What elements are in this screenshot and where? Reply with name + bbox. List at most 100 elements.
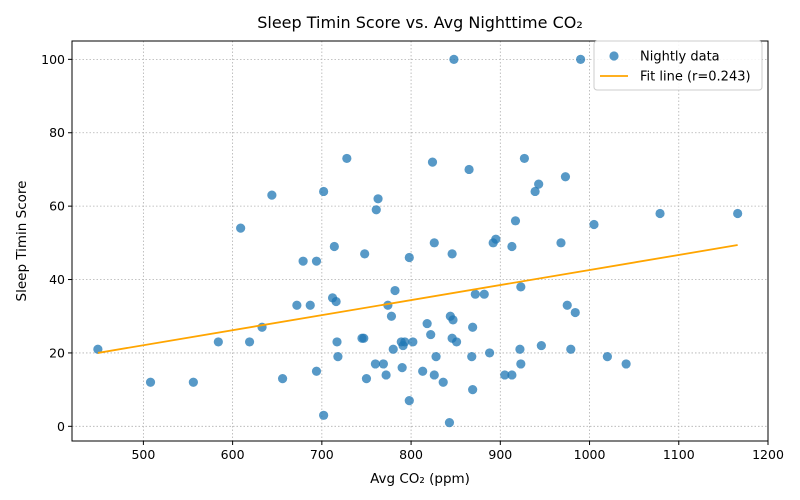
data-point bbox=[378, 359, 389, 369]
data-point bbox=[329, 241, 339, 252]
data-point bbox=[470, 289, 480, 299]
data-point bbox=[277, 374, 288, 384]
legend-marker-scatter bbox=[609, 51, 619, 61]
data-point bbox=[359, 333, 369, 343]
data-point bbox=[467, 351, 477, 362]
data-point bbox=[244, 337, 255, 347]
data-point bbox=[418, 366, 428, 376]
data-point bbox=[404, 396, 414, 406]
y-tick-label: 0 bbox=[57, 419, 65, 434]
data-point bbox=[448, 315, 458, 325]
data-point bbox=[447, 249, 457, 259]
data-point bbox=[479, 289, 489, 299]
y-tick-label: 60 bbox=[49, 199, 65, 214]
data-point bbox=[319, 186, 329, 197]
x-axis-label: Avg CO₂ (ppm) bbox=[370, 471, 470, 487]
data-point bbox=[621, 359, 631, 369]
data-point bbox=[188, 377, 198, 387]
chart-title: Sleep Timin Score vs. Avg Nighttime CO₂ bbox=[257, 13, 583, 32]
data-point bbox=[213, 337, 223, 347]
data-point bbox=[431, 351, 441, 362]
data-point bbox=[510, 216, 521, 226]
data-point bbox=[516, 282, 526, 292]
y-axis-ticks: 0 20 40 60 80 100 bbox=[41, 52, 72, 434]
x-tick-label: 500 bbox=[131, 447, 155, 462]
data-point bbox=[468, 322, 478, 332]
data-point bbox=[427, 157, 438, 167]
x-tick-label: 1000 bbox=[574, 447, 606, 462]
x-axis-ticks: 500 600 700 800 900 1000 1100 1200 bbox=[131, 441, 784, 462]
y-tick-label: 20 bbox=[49, 345, 65, 360]
fit-line bbox=[97, 244, 738, 354]
data-point bbox=[589, 219, 599, 230]
data-point bbox=[370, 359, 380, 369]
y-tick-label: 40 bbox=[49, 272, 65, 287]
legend-box bbox=[593, 40, 763, 91]
data-point bbox=[556, 238, 566, 248]
data-point bbox=[93, 344, 103, 354]
data-point bbox=[426, 329, 436, 340]
data-point bbox=[381, 370, 391, 380]
data-point bbox=[400, 337, 410, 347]
data-point bbox=[515, 344, 525, 354]
x-tick-label: 1200 bbox=[752, 447, 784, 462]
data-point bbox=[331, 296, 341, 307]
data-point bbox=[361, 374, 372, 384]
data-point bbox=[534, 179, 544, 189]
x-tick-label: 800 bbox=[399, 447, 423, 462]
data-point bbox=[373, 194, 383, 204]
y-axis-label: Sleep Timin Score bbox=[14, 181, 30, 302]
plot-frame bbox=[71, 40, 769, 442]
data-point bbox=[390, 285, 400, 296]
data-point bbox=[655, 208, 665, 219]
data-point bbox=[566, 344, 576, 354]
data-point bbox=[305, 300, 315, 310]
data-point bbox=[404, 252, 414, 263]
data-point bbox=[536, 340, 546, 351]
data-point bbox=[530, 186, 540, 197]
legend: Nightly data Fit line (r=0.243) bbox=[593, 40, 763, 91]
y-tick-label: 80 bbox=[49, 125, 65, 140]
data-point bbox=[319, 410, 329, 420]
x-tick-label: 700 bbox=[310, 447, 334, 462]
data-point bbox=[429, 370, 439, 380]
x-tick-label: 900 bbox=[488, 447, 512, 462]
data-point bbox=[333, 351, 343, 362]
data-point bbox=[562, 300, 572, 310]
data-point bbox=[733, 208, 743, 219]
data-point bbox=[408, 337, 418, 347]
data-point bbox=[429, 238, 439, 248]
data-point bbox=[485, 348, 495, 358]
data-point bbox=[570, 307, 580, 318]
data-point bbox=[507, 241, 517, 252]
data-point bbox=[507, 370, 517, 380]
data-point bbox=[438, 377, 448, 387]
data-point bbox=[560, 172, 571, 182]
data-point bbox=[311, 256, 322, 266]
data-point bbox=[145, 377, 156, 387]
data-point bbox=[360, 249, 370, 259]
data-point bbox=[451, 337, 462, 347]
data-point bbox=[388, 344, 398, 354]
data-point bbox=[444, 418, 455, 428]
data-point bbox=[602, 351, 612, 362]
data-point bbox=[342, 153, 352, 164]
x-tick-label: 1100 bbox=[663, 447, 695, 462]
data-point bbox=[371, 205, 381, 215]
data-point bbox=[516, 359, 526, 369]
data-point bbox=[397, 363, 407, 373]
legend-label-fit: Fit line (r=0.243) bbox=[640, 70, 751, 85]
data-point bbox=[500, 370, 510, 380]
data-point bbox=[449, 54, 459, 64]
data-point bbox=[236, 223, 246, 233]
data-point bbox=[298, 256, 308, 266]
data-point bbox=[519, 153, 530, 164]
data-point bbox=[422, 318, 432, 329]
data-point bbox=[292, 300, 302, 310]
data-point bbox=[332, 337, 342, 347]
y-tick-label: 100 bbox=[41, 52, 65, 67]
scatter-points bbox=[93, 54, 743, 428]
legend-label-scatter: Nightly data bbox=[640, 50, 720, 65]
data-point bbox=[464, 164, 474, 175]
